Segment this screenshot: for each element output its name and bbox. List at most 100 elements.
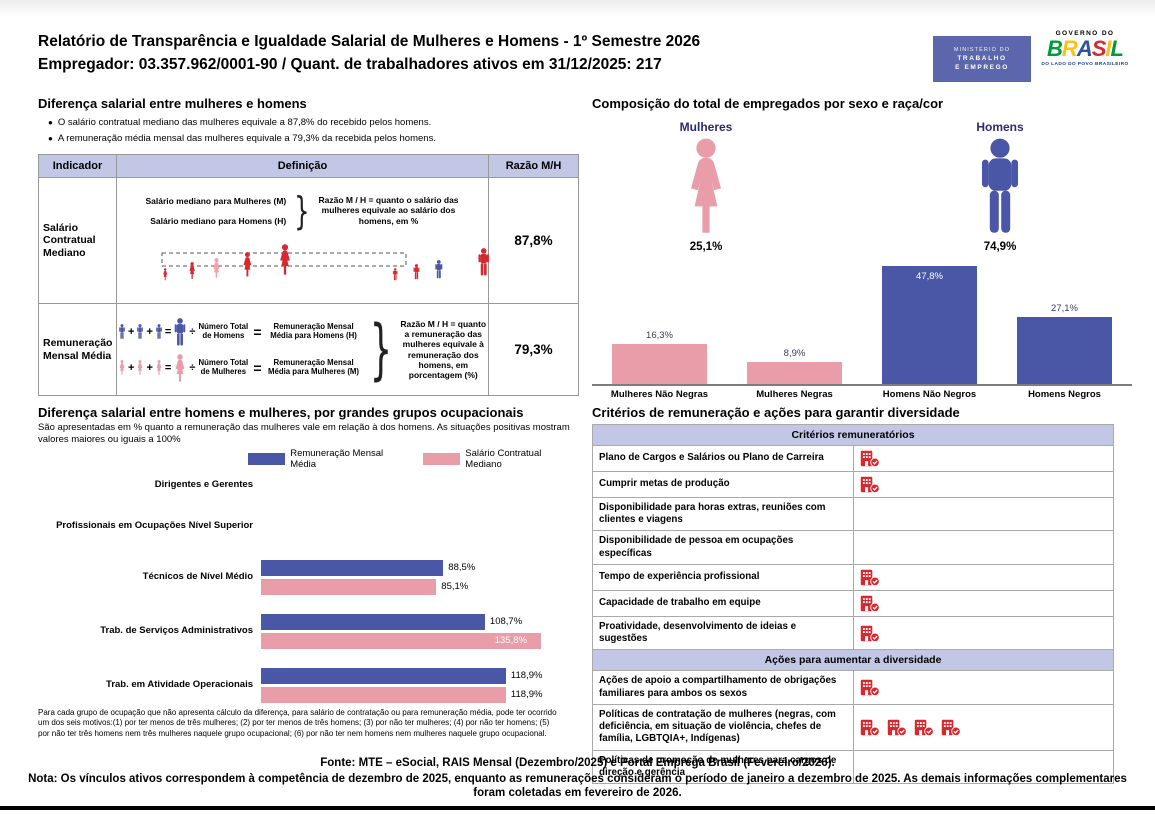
category-label: Mulheres Não Negras	[610, 389, 709, 400]
criteria-table: Critérios remuneratórios Plano de Cargos …	[592, 424, 1114, 785]
plus-operator: +	[128, 361, 135, 374]
gov-brand-letter: A	[1076, 36, 1093, 61]
section-title-criteria: Critérios de remuneração e ações para ga…	[592, 405, 960, 420]
building-check-icon	[860, 679, 880, 697]
occupation-label: Técnicos de Nível Médio	[142, 571, 253, 583]
mte-logo-line3: E EMPREGO	[955, 64, 1009, 71]
man-icon-large	[173, 318, 187, 346]
criteria-section-header-row: Critérios remuneratórios	[592, 424, 1114, 446]
occupation-bar-row: 108,7%	[261, 613, 578, 630]
criteria-row: Políticas de contratação de mulheres (ne…	[592, 703, 1114, 751]
legend-item: Remuneração Mensal Média	[248, 448, 409, 470]
bullet-dot: ●	[48, 134, 53, 143]
criteria-check-cell	[852, 445, 1114, 472]
brace-decoration: }	[294, 188, 310, 233]
page-top-shade	[0, 0, 1155, 16]
occupation-bars: 118,9% 118,9%	[261, 667, 578, 703]
occupation-bar-row: 85,1%	[261, 578, 578, 595]
criteria-section-header: Ações para aumentar a diversidade	[592, 649, 1114, 672]
composition-x-axis	[592, 384, 1132, 386]
women-total-block: Mulheres 25,1%	[650, 120, 762, 253]
occupation-bar	[261, 559, 444, 576]
definition-cell: + + = ÷ Número Total de Homens = Remuner…	[116, 303, 489, 396]
bullet-dot: ●	[48, 118, 53, 127]
man-icon-median-highlight	[435, 260, 442, 278]
man-icon	[118, 324, 126, 339]
men-mean-equation: + + = ÷ Número Total de Homens = Remuner…	[118, 318, 362, 346]
criteria-check-cell	[852, 670, 1114, 705]
building-check-icon	[887, 719, 907, 736]
equals-operator: =	[164, 325, 172, 338]
section-title-occupational: Diferença salarial entre homens e mulher…	[38, 405, 524, 420]
occupation-group: Profissionais em Ocupações Nível Superio…	[38, 502, 578, 550]
legend-item: Salário Contratual Mediano	[423, 448, 578, 470]
man-icon	[976, 138, 1024, 234]
criteria-label: Plano de Cargos e Salários ou Plano de C…	[592, 445, 854, 472]
woman-icon	[163, 268, 167, 280]
equals-operator: =	[253, 359, 262, 376]
criteria-row: Cumprir metas de produção	[592, 471, 1114, 498]
category-label: Homens Não Negros	[882, 389, 977, 400]
building-check-icon	[860, 719, 880, 736]
criteria-label: Ações de apoio a compartilhamento de obr…	[592, 670, 854, 705]
bar-value-label: 135,8%	[494, 634, 527, 646]
legend-label: Remuneração Mensal Média	[290, 448, 384, 470]
plus-operator: +	[146, 361, 153, 374]
indicator-name: Remuneração Mensal Média	[38, 303, 117, 396]
criteria-check-cell	[852, 563, 1114, 591]
mean-ratio-note: Razão M / H = quanto a remuneração das m…	[400, 318, 487, 380]
bar-value-label: 108,7%	[489, 615, 523, 627]
criteria-label: Cumprir metas de produção	[592, 471, 854, 498]
woman-icon-median-highlight	[213, 258, 219, 278]
occupation-label: Profissionais em Ocupações Nível Superio…	[56, 520, 253, 532]
bar-value-label: 88,5%	[448, 561, 476, 573]
legend-swatch-pink	[423, 453, 461, 465]
divide-operator: ÷	[189, 361, 196, 374]
woman-icon	[189, 262, 194, 279]
occupation-group: Técnicos de Nível Médio 88,5% 85,1%	[38, 550, 578, 604]
occupation-bars: 88,5% 85,1%	[261, 559, 578, 595]
man-icon	[393, 268, 398, 280]
woman-icon	[244, 252, 252, 276]
occupation-label: Dirigentes e Gerentes	[154, 479, 253, 491]
plus-operator: +	[128, 325, 135, 338]
composition-bar-column: 47,8%	[862, 264, 997, 384]
gov-logo-brand: BRASIL	[1039, 37, 1131, 60]
gov-brand-letter: L	[1110, 36, 1124, 61]
criteria-check-cell	[852, 589, 1114, 617]
median-men-label: Salário mediano para Homens (H)	[150, 215, 287, 226]
building-check-icon	[914, 719, 934, 736]
composition-bar	[747, 362, 842, 384]
bar-value-label: 47,8%	[916, 270, 943, 282]
occupation-group: Trab. de Serviços Administrativos 108,7% 1…	[38, 604, 578, 658]
brace-decoration: }	[369, 311, 392, 388]
bar-value-label: 27,1%	[1051, 303, 1078, 315]
mte-logo: MINISTÉRIO DO TRABALHO E EMPREGO	[933, 36, 1031, 82]
composition-bar	[1017, 317, 1112, 384]
category-label: Mulheres Negras	[756, 389, 833, 400]
occupation-label: Trab. em Atividade Operacionais	[106, 679, 253, 691]
composition-bar-column: 16,3%	[592, 264, 727, 384]
women-mean-result-label: Remuneração Mensal Média para Mulheres (…	[268, 357, 360, 376]
criteria-check-cell	[852, 615, 1114, 651]
woman-icon	[682, 138, 730, 234]
report-title: Relatório de Transparência e Igualdade S…	[38, 33, 701, 50]
legend-label: Salário Contratual Mediano	[465, 448, 542, 470]
definition-cell: Salário mediano para Mulheres (M) Salári…	[116, 177, 489, 304]
criteria-row: Tempo de experiência profissional	[592, 563, 1114, 591]
footer-source: Fonte: MTE – eSocial, RAIS Mensal (Dezem…	[320, 757, 835, 769]
gov-logo-bottom: DO LADO DO POVO BRASILEIRO	[1041, 62, 1129, 68]
occupational-footnote: Para cada grupo de ocupação que não apre…	[38, 708, 557, 738]
divide-operator: ÷	[189, 325, 196, 338]
woman-icon	[155, 360, 163, 375]
woman-icon-large	[173, 354, 187, 382]
criteria-row: Ações de apoio a compartilhamento de obr…	[592, 670, 1114, 705]
occupation-bar	[261, 613, 485, 630]
building-check-icon	[860, 476, 880, 494]
criteria-row: Capacidade de trabalho em equipe	[592, 589, 1114, 617]
criteria-row: Disponibilidade para horas extras, reuni…	[592, 496, 1114, 532]
row-salario-contratual-mediano: Salário Contratual Mediano Salário media…	[38, 177, 579, 304]
criteria-label: Proatividade, desenvolvimento de ideias …	[592, 615, 854, 651]
bullet-text: O salário contratual mediano das mulhere…	[57, 117, 432, 128]
